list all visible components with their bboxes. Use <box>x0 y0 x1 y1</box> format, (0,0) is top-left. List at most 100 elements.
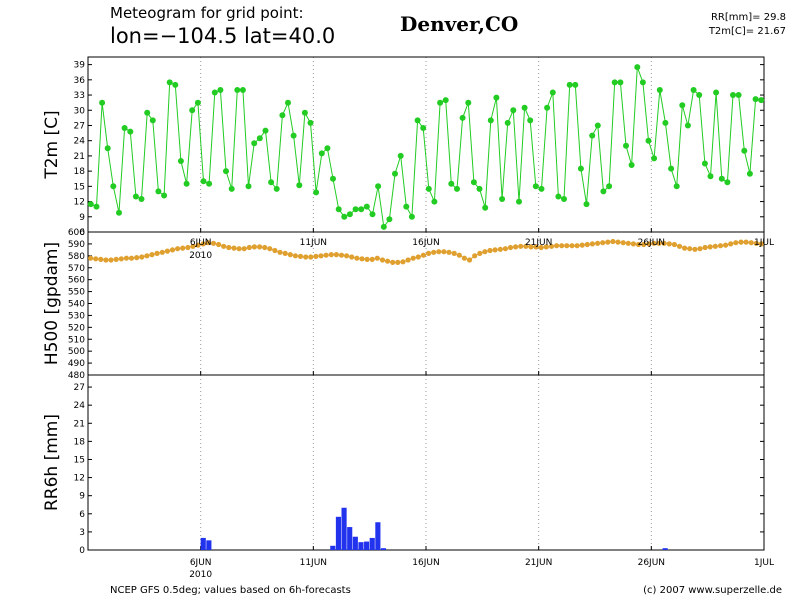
year-label-lower: 2010 <box>189 570 212 580</box>
h500-point <box>528 244 534 250</box>
rr6h-bar <box>206 540 212 550</box>
h500-point <box>692 246 698 252</box>
t2m-point <box>634 64 641 71</box>
x-tick-label-lower: 1JUL <box>754 558 774 568</box>
t2m-point <box>673 183 680 190</box>
h500-point <box>610 238 616 245</box>
t2m-point <box>701 160 708 167</box>
t2m-point <box>408 213 415 220</box>
rr6h-bar <box>341 507 347 550</box>
h500-point <box>251 244 257 250</box>
y-tick-label-t2m: 30 <box>74 106 86 116</box>
h500-point <box>303 254 309 260</box>
h500-point <box>446 249 452 255</box>
h500-point <box>702 244 708 251</box>
h500-point <box>149 252 155 258</box>
x-tick-label-upper: 1JUL <box>754 238 774 248</box>
h500-point <box>205 240 211 246</box>
t2m-point <box>392 170 398 177</box>
h500-point <box>93 256 99 262</box>
h500-point <box>277 249 283 255</box>
t2m-point <box>617 79 624 86</box>
y-tick-label-t2m: 21 <box>74 152 85 162</box>
y-tick-label-h500: 550 <box>68 288 85 298</box>
t2m-point <box>262 127 269 134</box>
y-tick-label-rr6h: 24 <box>74 401 86 411</box>
t2m-point <box>741 147 748 154</box>
h500-point <box>190 243 196 249</box>
y-axis-label-h500: H500 [gpdam] <box>42 242 62 365</box>
t2m-point <box>285 99 291 106</box>
h500-point <box>513 244 519 250</box>
y-tick-label-rr6h: 0 <box>79 546 85 556</box>
y-tick-label-rr6h: 12 <box>74 474 85 484</box>
y-tick-label-h500: 580 <box>68 252 85 262</box>
t2m-point <box>414 117 421 124</box>
h500-point <box>159 249 165 255</box>
t2m-point <box>684 122 691 129</box>
data-source-note: NCEP GFS 0.5deg; values based on 6h-fore… <box>110 585 351 596</box>
h500-point <box>717 243 724 249</box>
h500-point <box>651 240 657 246</box>
h500-point <box>144 253 150 259</box>
y-tick-label-rr6h: 6 <box>79 510 85 520</box>
h500-point <box>364 256 370 262</box>
t2m-point <box>746 170 753 177</box>
t2m-point <box>177 158 184 164</box>
t2m-point <box>217 87 224 93</box>
h500-point <box>712 243 718 249</box>
x-tick-label-upper: 6JUN <box>190 238 212 248</box>
h500-point <box>175 246 181 252</box>
t2m-point <box>239 87 246 93</box>
rr6h-bar <box>662 548 668 550</box>
y-tick-label-h500: 590 <box>68 240 85 250</box>
h500-point <box>625 240 631 246</box>
copyright-note: (c) 2007 www.superzelle.de <box>643 585 782 596</box>
y-tick-label-h500: 480 <box>68 371 85 381</box>
t2m-point <box>251 140 258 147</box>
h500-point <box>313 253 319 259</box>
h500-point <box>646 241 652 247</box>
t2m-point <box>200 178 207 185</box>
t2m-point <box>668 165 675 172</box>
h500-point <box>523 243 529 249</box>
t2m-point <box>679 102 686 109</box>
h500-point <box>466 257 473 263</box>
t2m-point <box>589 132 596 139</box>
t2m-point <box>256 135 263 142</box>
h500-point <box>482 249 488 255</box>
h500-point <box>272 247 278 254</box>
t2m-point <box>335 206 342 213</box>
y-tick-label-h500: 520 <box>68 323 85 333</box>
t2m-point <box>206 180 213 187</box>
t2m-point <box>93 203 100 210</box>
t2m-point <box>318 150 325 157</box>
t2m-point <box>223 168 229 175</box>
t2m-point <box>183 180 190 187</box>
h500-point <box>671 241 678 248</box>
rr6h-bar <box>364 541 370 550</box>
h500-point <box>707 244 713 250</box>
t2m-point <box>752 96 759 103</box>
y-tick-label-rr6h: 18 <box>74 437 86 447</box>
h500-point <box>292 253 298 259</box>
t2m-point <box>600 188 607 195</box>
h500-point <box>338 252 345 258</box>
y-tick-label-rr6h: 21 <box>74 419 85 429</box>
t2m-point <box>606 183 613 190</box>
y-tick-label-h500: 490 <box>68 359 85 369</box>
rr6h-bar <box>380 548 387 550</box>
h500-point <box>559 243 565 249</box>
h500-point <box>328 252 334 258</box>
t2m-point <box>296 182 303 189</box>
t2m-point <box>245 183 252 190</box>
h500-point <box>436 249 442 255</box>
h500-point <box>620 240 626 246</box>
t2m-point <box>369 211 376 218</box>
grid-point-coordinates: lon=−104.5 lat=40.0 <box>110 24 336 48</box>
t2m-point <box>521 104 528 111</box>
h500-point <box>98 256 104 262</box>
y-axis-label-rr6h: RR6h [mm] <box>42 414 62 511</box>
h500-point <box>359 256 365 262</box>
t2m-point <box>583 201 590 208</box>
